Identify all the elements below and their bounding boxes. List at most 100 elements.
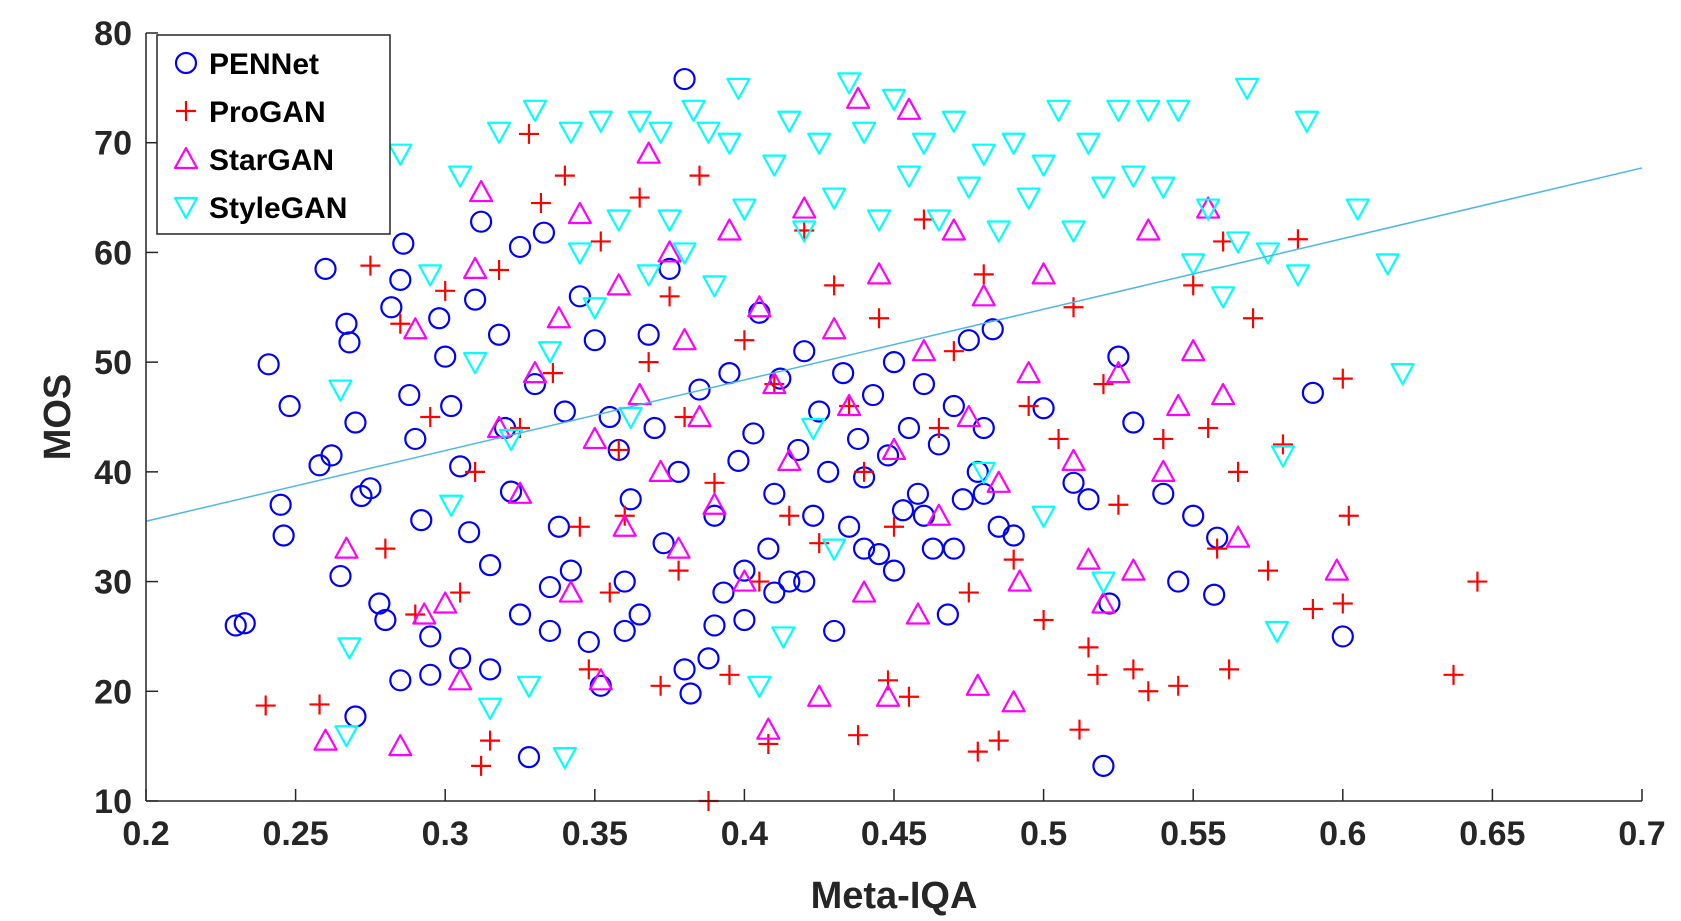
point-progan [590, 231, 611, 252]
point-pennet [1301, 381, 1324, 404]
point-pennet [861, 383, 885, 407]
point-progan [898, 686, 919, 707]
point-progan [1228, 461, 1249, 482]
point-pennet [793, 340, 816, 363]
point-pennet [957, 329, 980, 352]
point-pennet [679, 682, 702, 705]
point-pennet [392, 232, 415, 255]
point-pennet [637, 323, 660, 346]
point-stylegan [582, 297, 607, 320]
point-stylegan [1225, 231, 1251, 254]
point-stylegan [1016, 187, 1041, 210]
point-pennet [718, 362, 741, 385]
point-progan [569, 516, 590, 537]
point-pennet [508, 603, 532, 626]
point-pennet [553, 400, 576, 423]
point-pennet [374, 608, 397, 632]
point-stylegan [648, 121, 673, 144]
point-stargan [672, 328, 697, 351]
point-pennet [1092, 754, 1115, 777]
point-stargan [546, 306, 571, 329]
point-stargan [851, 580, 877, 603]
point-stylegan [1294, 110, 1319, 133]
point-progan [1138, 681, 1159, 702]
point-pennet [470, 210, 493, 233]
point-pennet [523, 372, 547, 396]
point-pennet [619, 488, 642, 511]
point-pennet [389, 268, 412, 291]
legend: PENNet ProGAN StarGAN StyleGAN [156, 34, 391, 235]
point-stylegan [567, 242, 592, 265]
point-stylegan [1031, 154, 1056, 177]
axes [145, 32, 1643, 802]
point-stargan [388, 734, 413, 757]
series-stargan [313, 86, 1349, 757]
point-pennet [906, 482, 930, 505]
point-progan [884, 516, 904, 537]
point-stylegan [1196, 198, 1221, 221]
point-stargan [1016, 361, 1041, 384]
point-pennet [419, 663, 442, 686]
legend-entry-pennet: PENNet [174, 48, 319, 81]
point-stylegan [1076, 132, 1101, 155]
series-stylegan [328, 72, 1415, 770]
point-progan [599, 582, 620, 603]
point-stylegan [1046, 99, 1071, 122]
point-pennet [257, 353, 280, 376]
point-stargan [1106, 361, 1131, 384]
point-stargan [313, 728, 338, 751]
series-pennet [224, 67, 1354, 777]
point-pennet [508, 235, 532, 259]
point-progan [1087, 664, 1108, 685]
point-pennet [936, 603, 959, 626]
point-stargan [687, 404, 712, 428]
point-pennet [389, 669, 412, 692]
point-pennet [867, 543, 891, 566]
x-tick-label: 0.4 [721, 815, 768, 853]
point-pennet [487, 323, 511, 346]
y-tick-label: 50 [94, 344, 132, 382]
point-stylegan [837, 72, 862, 95]
point-progan [749, 571, 770, 592]
point-pennet [499, 480, 523, 503]
point-stylegan [807, 132, 832, 155]
point-pennet [763, 482, 786, 505]
point-pennet [697, 647, 720, 670]
point-pennet [942, 537, 965, 560]
point-progan [1033, 609, 1054, 630]
x-tick-label: 0.7 [1618, 815, 1665, 853]
point-pennet [757, 537, 780, 560]
point-pennet [568, 285, 591, 308]
point-stargan [896, 97, 922, 120]
point-stargan [606, 273, 631, 296]
legend-marker [173, 146, 199, 170]
point-stargan [971, 284, 996, 307]
point-pennet [921, 537, 944, 560]
point-pennet [278, 394, 301, 418]
point-pennet [703, 504, 726, 527]
point-stylegan [388, 143, 413, 166]
point-stargan [822, 317, 847, 340]
point-pennet [778, 570, 801, 593]
point-stargan [986, 470, 1011, 493]
point-pennet [658, 257, 681, 280]
point-stargan [777, 448, 802, 471]
point-stargan [717, 218, 742, 241]
point-pennet [329, 564, 352, 588]
point-stylegan [911, 132, 937, 155]
point-progan [1443, 664, 1464, 685]
point-pennet [727, 449, 750, 472]
point-stylegan [606, 209, 631, 232]
point-progan [988, 730, 1009, 751]
point-progan [943, 341, 964, 362]
fit-line-layer [145, 167, 1643, 522]
point-stargan [905, 602, 931, 625]
point-stylegan [1031, 505, 1056, 528]
point-progan [255, 695, 276, 716]
point-pennet [517, 746, 541, 769]
point-progan [1123, 659, 1144, 680]
point-progan [1338, 505, 1359, 526]
point-progan [958, 582, 979, 603]
point-stargan [845, 86, 871, 109]
point-pennet [882, 351, 906, 374]
